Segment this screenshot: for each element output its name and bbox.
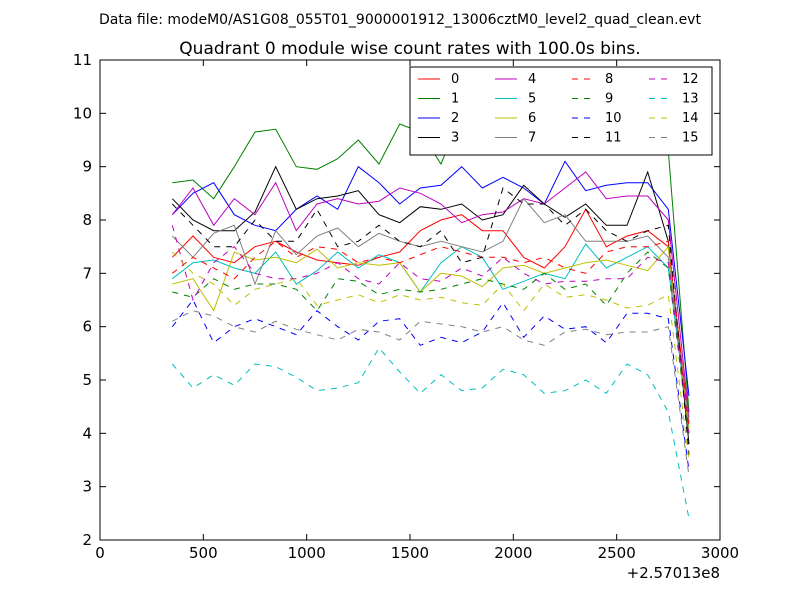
series-line-10 [171,299,690,471]
y-tick-label: 5 [82,371,92,389]
legend-label: 1 [451,92,459,107]
legend-label: 0 [451,72,459,87]
series-line-8 [171,240,690,429]
x-tick-label: 500 [189,544,218,562]
y-tick-label: 6 [82,318,92,336]
series-line-9 [172,251,690,439]
legend-label: 9 [605,92,613,107]
x-tick-label: 3000 [701,544,739,562]
legend-label: 7 [528,131,536,146]
legend-label: 5 [528,92,536,107]
series-line-15 [172,310,690,477]
figure-suptitle: Data file: modeM0/AS1G08_055T01_90000019… [99,12,701,28]
legend-label: 3 [451,131,459,146]
legend-label: 15 [682,131,699,146]
series-line-11 [171,187,690,455]
series-line-14 [171,251,690,461]
x-tick-label: 0 [95,544,105,562]
series-line-5 [171,243,690,429]
series-line-13 [171,347,690,519]
series-line-6 [172,245,690,434]
y-tick-label: 3 [82,478,92,496]
legend-label: 4 [528,72,536,87]
x-offset-label: +2.57013e8 [627,564,720,582]
series-line-7 [171,197,690,423]
series-line-0 [171,208,690,423]
x-tick-label: 1000 [288,544,326,562]
series-line-2 [171,160,690,397]
chart-title: Quadrant 0 module wise count rates with … [179,39,640,59]
legend-label: 13 [682,92,699,107]
legend-box [409,66,713,156]
legend-label: 2 [451,111,459,126]
y-tick-label: 10 [73,104,92,122]
legend-label: 12 [682,72,699,87]
series-line-12 [171,225,690,434]
x-tick-label: 2500 [598,544,636,562]
legend-label: 14 [682,111,699,126]
series-line-4 [171,171,690,418]
legend-label: 11 [605,131,622,146]
y-tick-label: 8 [82,211,92,229]
y-tick-label: 11 [73,51,92,69]
y-tick-label: 7 [82,264,92,282]
y-tick-label: 9 [82,158,92,176]
y-tick-label: 2 [82,531,92,549]
legend-label: 10 [605,111,622,126]
legend-label: 6 [528,111,536,126]
x-tick-label: 1500 [391,544,429,562]
series-line-3 [171,165,690,445]
legend-label: 8 [605,72,613,87]
x-axis: 0 500 1000 1500 2000 2500 3000 [95,60,739,562]
x-tick-label: 2000 [494,544,532,562]
y-tick-label: 4 [82,424,92,442]
